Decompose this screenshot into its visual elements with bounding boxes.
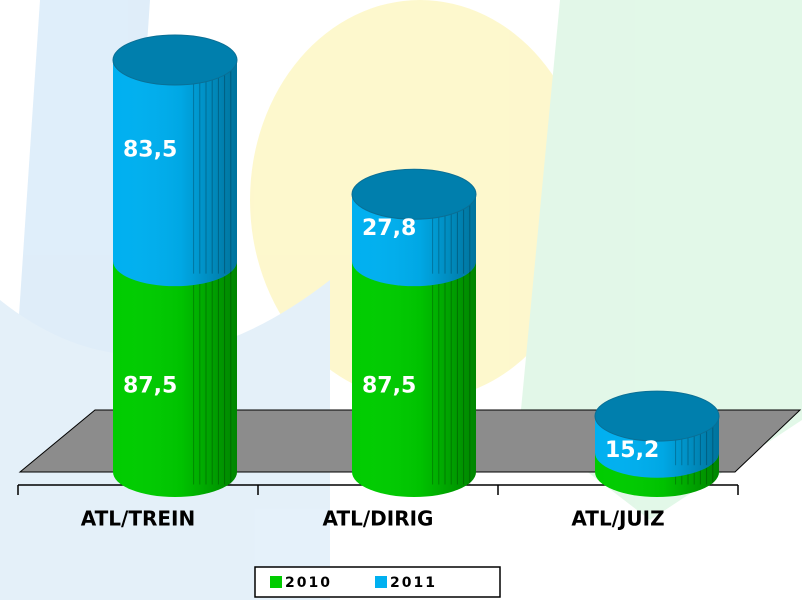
x-tick-label: ATL/TREIN	[81, 507, 196, 531]
legend-swatch	[375, 576, 387, 588]
cylinder-top	[351, 168, 477, 220]
ticks	[17, 485, 739, 495]
legend-swatch	[270, 576, 282, 588]
value-label: 87,5	[123, 374, 177, 399]
value-label: 83,5	[123, 138, 177, 163]
value-label: 15,2	[605, 438, 659, 463]
cylinder-top	[594, 390, 720, 442]
value-label: 27,8	[362, 216, 416, 241]
x-tick-label: ATL/DIRIG	[323, 507, 434, 531]
legend-label: 2010	[285, 575, 332, 591]
cylinder-shade	[352, 261, 476, 497]
legend-label: 2011	[390, 575, 437, 591]
legend-items: 2010 2011	[270, 575, 437, 591]
cylinder-shade	[352, 194, 476, 287]
cylinder-shade	[113, 60, 237, 287]
cylinder-top	[112, 34, 238, 86]
value-label: 87,5	[362, 374, 416, 399]
x-tick-label: ATL/JUIZ	[571, 507, 664, 531]
bars: ATL/TREIN 87,5 83,5 ATL/DIRIG 87,5 27,8 ATL/JU…	[81, 34, 720, 531]
bg-shape	[520, 0, 802, 520]
cylinder-shade	[113, 261, 237, 497]
